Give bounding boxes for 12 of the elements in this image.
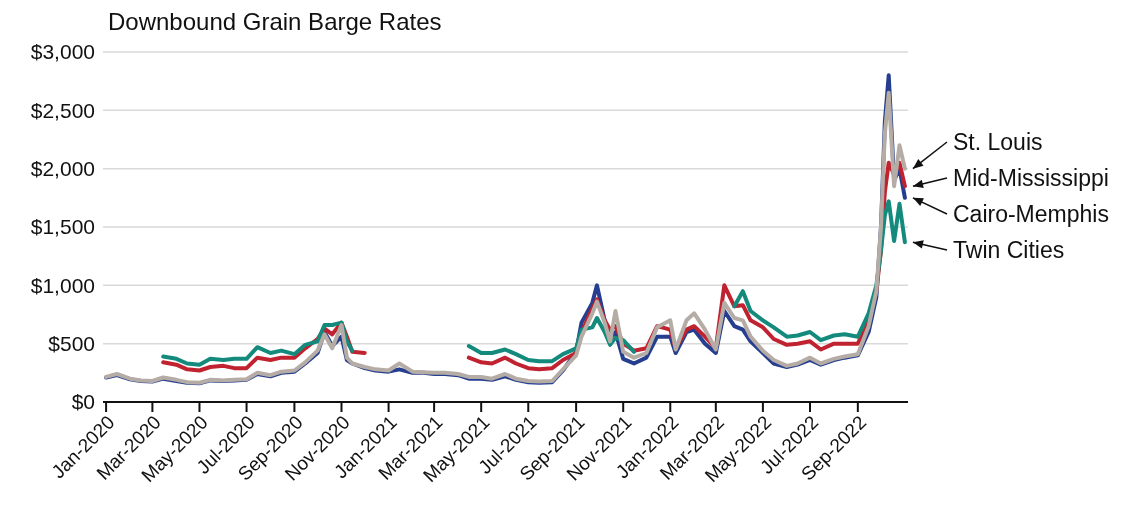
chart-title: Downbound Grain Barge Rates [108, 8, 443, 37]
y-tick-label: $500 [48, 332, 95, 356]
text: Cairo-Memphis [953, 201, 1109, 228]
text: Twin Cities [953, 237, 1065, 264]
y-tick-label: $2,000 [30, 157, 95, 181]
y-tick-label: $3,000 [30, 40, 95, 64]
y-tick-label: $1,500 [30, 215, 95, 239]
y-tick-label: $0 [71, 390, 95, 414]
y-tick-label: $1,000 [30, 273, 95, 297]
text: Mid-Mississippi [953, 165, 1109, 192]
y-tick-label: $2,500 [30, 98, 95, 122]
text: St. Louis [953, 129, 1043, 156]
